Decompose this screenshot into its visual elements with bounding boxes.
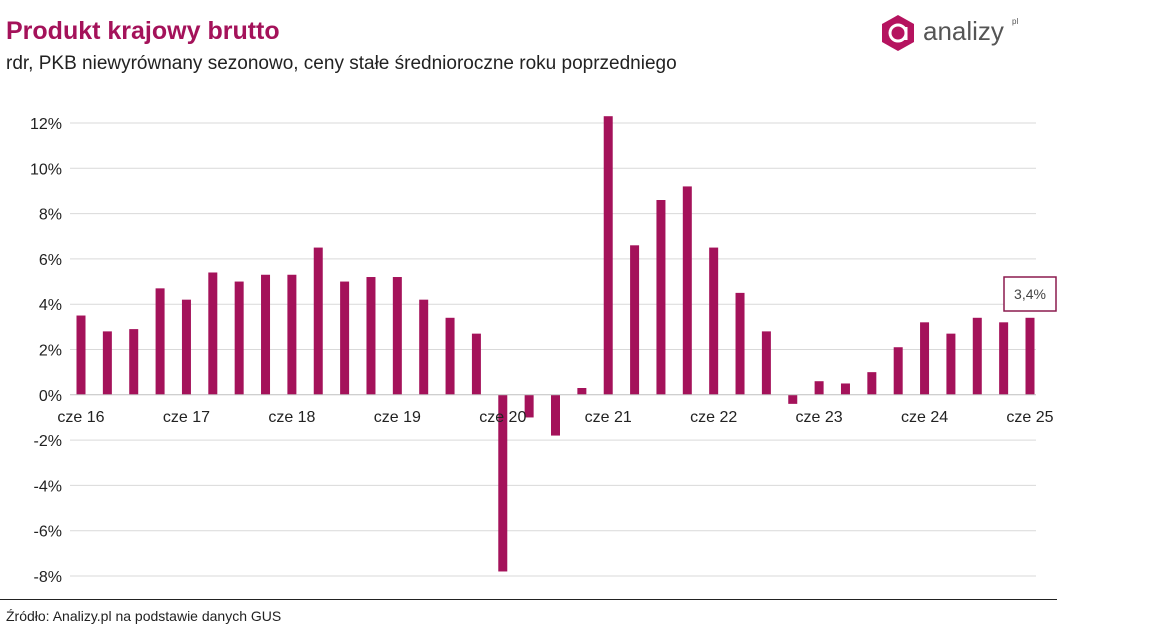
bar xyxy=(313,247,323,395)
callout-label: 3,4% xyxy=(1014,286,1046,302)
y-tick-label: 8% xyxy=(39,207,62,224)
x-tick-label: cze 21 xyxy=(585,409,632,426)
bar xyxy=(577,388,587,395)
gridlines xyxy=(70,122,1036,577)
bar xyxy=(867,372,877,395)
bar xyxy=(261,274,271,395)
x-tick-label: cze 24 xyxy=(901,409,948,426)
source-note: Źródło: Analizy.pl na podstawie danych G… xyxy=(6,608,282,624)
bar xyxy=(366,277,376,395)
callout-box xyxy=(1003,276,1057,312)
chart-subtitle: rdr, PKB niewyrównany sezonowo, ceny sta… xyxy=(6,53,677,74)
bar xyxy=(603,116,613,395)
bar xyxy=(208,272,218,395)
bar xyxy=(761,331,771,395)
bar xyxy=(524,394,534,418)
bar xyxy=(1025,317,1035,395)
bar xyxy=(181,299,191,395)
bar xyxy=(445,317,455,395)
bar xyxy=(76,315,86,395)
bar xyxy=(893,347,903,395)
y-tick-label: 4% xyxy=(39,297,62,314)
bar xyxy=(630,245,640,395)
y-tick-label: 0% xyxy=(39,388,62,405)
y-tick-label: 6% xyxy=(39,252,62,269)
last-value-callout: 3,4% xyxy=(1003,276,1057,312)
bar xyxy=(102,331,112,395)
bar xyxy=(709,247,719,395)
bar xyxy=(972,317,982,395)
bar xyxy=(788,394,798,404)
bar xyxy=(392,277,402,395)
x-tick-label: cze 25 xyxy=(1006,409,1053,426)
x-tick-label: cze 23 xyxy=(796,409,843,426)
y-tick-label: 12% xyxy=(30,116,62,133)
bar xyxy=(234,281,244,395)
chart-title: Produkt krajowy brutto xyxy=(6,17,280,45)
bar xyxy=(551,394,560,436)
bar xyxy=(155,288,165,395)
bar xyxy=(656,200,666,395)
y-tick-label: -4% xyxy=(34,478,62,495)
footer-divider xyxy=(0,599,1057,600)
bar xyxy=(682,186,692,395)
bar xyxy=(498,394,508,572)
bar xyxy=(419,299,429,395)
bar xyxy=(920,322,930,395)
y-tick-label: -8% xyxy=(34,569,62,586)
y-tick-label: 10% xyxy=(30,161,62,178)
x-tick-label: cze 16 xyxy=(57,409,104,426)
y-tick-label: 2% xyxy=(39,343,62,360)
bar-series xyxy=(76,116,1035,572)
bar xyxy=(287,274,297,395)
bar xyxy=(735,292,745,395)
bar xyxy=(814,381,824,395)
x-tick-label: cze 18 xyxy=(268,409,315,426)
bar xyxy=(999,322,1009,395)
bar xyxy=(946,333,956,395)
logo-text: analizy xyxy=(923,16,1004,46)
x-axis-ticks: cze 16 cze 17 cze 18 cze 19 cze 20 cze 21 cze … xyxy=(57,409,1053,426)
y-tick-label: -2% xyxy=(34,433,62,450)
gdp-bar-chart: 12%10%8%6%4%2%0%-2%-4%-6%-8% cze 16 cze 1… xyxy=(30,116,1057,586)
y-axis-ticks: 12% 10% 8% 6% 4% 2% 0% -2% -4% -6% -8% xyxy=(30,116,62,586)
bar xyxy=(340,281,350,395)
x-tick-label: cze 19 xyxy=(374,409,421,426)
bar xyxy=(471,333,481,395)
x-tick-label: cze 22 xyxy=(690,409,737,426)
logo-suffix: pl xyxy=(1012,17,1019,26)
bar xyxy=(129,329,139,395)
analizy-logo: analizy pl xyxy=(878,13,1038,53)
y-tick-label: -6% xyxy=(34,524,62,541)
x-tick-label: cze 17 xyxy=(163,409,210,426)
analizy-logo-icon xyxy=(882,15,914,51)
x-tick-label: cze 20 xyxy=(479,409,526,426)
bar xyxy=(840,383,850,395)
